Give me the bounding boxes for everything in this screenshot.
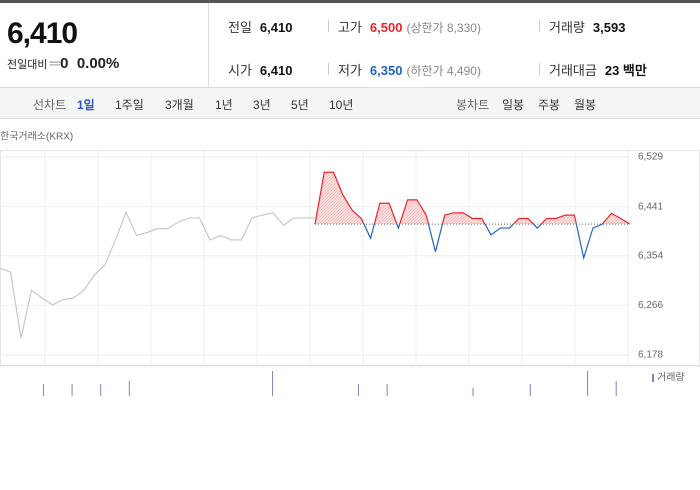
tab[interactable]: 3년 — [253, 98, 271, 112]
volume-bar — [587, 371, 589, 396]
volume-bar — [71, 384, 73, 396]
volume-key — [652, 374, 654, 382]
price-panel: 6,410 전일대비 ═0 0.00% — [0, 3, 209, 88]
tab-label: 봉차트 — [456, 98, 490, 112]
price-line-up — [314, 171, 631, 225]
stat-value: 6,410 — [259, 20, 293, 35]
y-tick-label: 6,529 — [638, 152, 663, 163]
volume-bar — [272, 371, 274, 396]
tab[interactable]: 1주일 — [115, 98, 144, 112]
price-line-down — [315, 224, 630, 261]
y-tick-label: 6,354 — [638, 250, 663, 261]
separator — [539, 20, 540, 32]
separator — [539, 63, 540, 75]
volume-label: 거래량 — [657, 372, 685, 384]
price: 6,410 — [7, 17, 78, 50]
change: 전일대비 ═0 0.00% — [7, 55, 120, 72]
volume-bar — [128, 381, 130, 396]
separator — [328, 63, 329, 75]
tab[interactable]: 주봉 — [538, 98, 561, 112]
volume-bar — [529, 384, 531, 396]
stat: 고가 6,500 (상한가 8,330) — [338, 17, 481, 36]
tab-label: 선차트 — [33, 98, 67, 112]
chart: 한국거래소(KRX) 6,529 6,441 6,354 6,266 6,178 거래량 — [0, 131, 700, 396]
change-value: 0 — [60, 55, 69, 72]
stat-label: 시가 — [228, 63, 252, 78]
volume-bar — [357, 384, 359, 396]
volume-bar — [42, 384, 44, 396]
up-area — [315, 172, 630, 225]
tab[interactable]: 일봉 — [502, 98, 525, 112]
stat-value: 6,410 — [259, 63, 293, 78]
stat-note: (하한가 4,490) — [406, 64, 481, 78]
y-tick-label: 6,266 — [638, 300, 663, 311]
volume-bar — [615, 381, 617, 396]
stat: 거래량 3,593 — [549, 17, 625, 36]
tab[interactable]: 10년 — [329, 98, 354, 112]
tab-bar: 선차트 1일 1주일 3개월 1년 3년 5년 10년 봉차트 일봉 주봉 월봉 — [0, 88, 700, 119]
stat: 전일 6,410 — [228, 17, 292, 36]
volume-bar — [386, 384, 388, 396]
stat: 저가 6,350 (하한가 4,490) — [338, 60, 481, 79]
stat-label: 저가 — [338, 63, 362, 78]
source: 한국거래소(KRX) — [0, 131, 73, 143]
change-label: 전일대비 — [7, 59, 48, 71]
volume-bar — [100, 384, 102, 396]
stat: 시가 6,410 — [228, 60, 292, 79]
stat-value: 6,350 — [369, 63, 403, 78]
separator — [328, 20, 329, 32]
stat-label: 고가 — [338, 20, 362, 35]
stat-note: (상한가 8,330) — [406, 21, 481, 35]
stat: 거래대금 23 백만 — [549, 60, 647, 79]
stat-value: 3,593 — [592, 20, 626, 35]
stat-value: 23 백만 — [604, 63, 647, 78]
stat-label: 거래대금 — [549, 63, 597, 78]
tab[interactable]: 5년 — [291, 98, 309, 112]
rate: 0.00% — [76, 55, 120, 72]
tab[interactable]: 3개월 — [165, 98, 194, 112]
stat-label: 전일 — [228, 20, 252, 35]
plot-frame — [0, 150, 700, 366]
stat-value: 6,500 — [369, 20, 403, 35]
prev-line — [0, 210, 315, 339]
tab[interactable]: 1일 — [77, 98, 95, 112]
y-tick-label: 6,178 — [638, 350, 663, 361]
volume-bar — [472, 388, 474, 396]
tab[interactable]: 월봉 — [574, 98, 597, 112]
tab[interactable]: 1년 — [215, 98, 233, 112]
stat-label: 거래량 — [549, 20, 585, 35]
summary: 6,410 전일대비 ═0 0.00% 전일 6,410 고가 6,500 (상한가 8,… — [0, 0, 700, 88]
y-tick-label: 6,441 — [638, 201, 663, 212]
